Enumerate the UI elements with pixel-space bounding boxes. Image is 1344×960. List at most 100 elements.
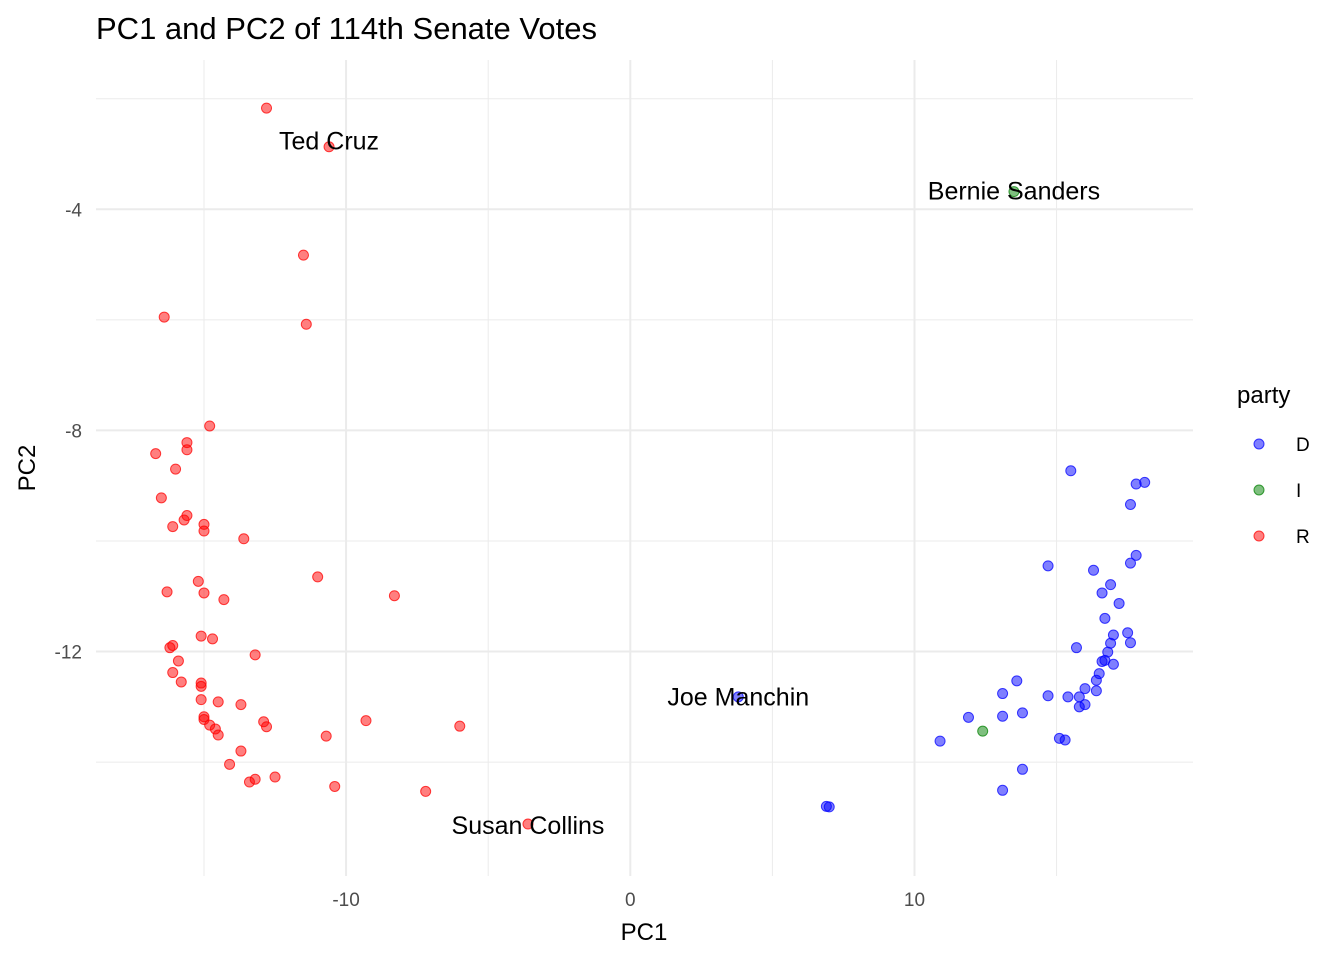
point-D	[1130, 549, 1142, 561]
y-tick-label: -8	[65, 421, 82, 442]
annotation-label: Ted Cruz	[279, 128, 379, 156]
point-R	[235, 699, 247, 711]
legend-label-I: I	[1296, 481, 1301, 502]
point-D	[1062, 691, 1074, 703]
point-D	[1070, 642, 1082, 654]
point-D	[1124, 498, 1136, 510]
point-D	[732, 691, 744, 703]
point-D	[1124, 557, 1136, 569]
point-annotations: Ted Cruz Bernie Sanders Joe Manchin Susan C…	[279, 128, 1100, 840]
axis-ticks: -10 0 10 -12 -8 -4	[55, 200, 926, 911]
y-axis-title: PC2	[14, 445, 41, 492]
legend-title: party	[1237, 382, 1290, 409]
point-D	[1099, 612, 1111, 624]
point-R	[207, 633, 219, 645]
point-D	[997, 688, 1009, 700]
point-D	[823, 801, 835, 813]
point-D	[997, 710, 1009, 722]
point-R	[155, 492, 167, 504]
point-R	[167, 667, 179, 679]
point-R	[158, 311, 170, 323]
x-tick-label: 10	[904, 890, 925, 911]
point-R	[195, 694, 207, 706]
point-R	[261, 102, 273, 114]
y-tick-label: -12	[55, 643, 82, 664]
point-R	[454, 720, 466, 732]
point-R	[224, 758, 236, 770]
annotation-label: Bernie Sanders	[928, 177, 1100, 205]
point-D	[1011, 675, 1023, 687]
point-R	[167, 521, 179, 533]
legend-label-R: R	[1296, 527, 1310, 548]
point-D	[1042, 690, 1054, 702]
point-R	[261, 721, 273, 733]
point-D	[1073, 701, 1085, 713]
point-I	[1008, 186, 1020, 198]
point-D	[1122, 627, 1134, 639]
point-D	[1016, 763, 1028, 775]
point-R	[323, 141, 335, 153]
x-tick-label: -10	[332, 890, 359, 911]
point-R	[320, 730, 332, 742]
point-R	[164, 642, 176, 654]
legend-key-D	[1253, 438, 1265, 450]
point-R	[181, 444, 193, 456]
point-D	[1096, 655, 1108, 667]
point-R	[212, 696, 224, 708]
point-D	[1090, 685, 1102, 697]
x-tick-label: 0	[625, 890, 636, 911]
point-D	[997, 784, 1009, 796]
point-R	[178, 514, 190, 526]
point-D	[1042, 560, 1054, 572]
point-D	[962, 711, 974, 723]
gridlines	[96, 60, 1193, 876]
point-D	[1124, 637, 1136, 649]
point-D	[934, 735, 946, 747]
legend-key-R	[1253, 530, 1265, 542]
legend: party D I R	[1237, 382, 1310, 548]
point-R	[522, 818, 534, 830]
legend-label-D: D	[1296, 435, 1310, 456]
point-R	[198, 587, 210, 599]
point-R	[329, 780, 341, 792]
x-axis-title: PC1	[621, 919, 668, 946]
chart-title: PC1 and PC2 of 114th Senate Votes	[96, 11, 597, 46]
point-D	[1096, 587, 1108, 599]
point-R	[161, 586, 173, 598]
point-R	[212, 729, 224, 741]
point-R	[235, 745, 247, 757]
point-D	[1090, 674, 1102, 686]
point-R	[195, 630, 207, 642]
point-D	[1016, 707, 1028, 719]
point-R	[172, 655, 184, 667]
annotation-label: Susan Collins	[452, 812, 605, 840]
point-D	[1113, 597, 1125, 609]
point-D	[1105, 579, 1117, 591]
point-R	[312, 571, 324, 583]
point-R	[218, 594, 230, 606]
point-R	[269, 771, 281, 783]
point-R	[420, 785, 432, 797]
data-points	[150, 102, 1151, 830]
point-D	[1079, 683, 1091, 695]
point-R	[360, 715, 372, 727]
annotation-label: Joe Manchin	[667, 683, 809, 711]
y-tick-label: -4	[65, 200, 82, 221]
point-I	[977, 725, 989, 737]
point-R	[249, 649, 261, 661]
point-D	[1139, 476, 1151, 488]
point-R	[249, 773, 261, 785]
point-R	[238, 533, 250, 545]
point-D	[1107, 658, 1119, 670]
point-R	[192, 575, 204, 587]
point-R	[388, 590, 400, 602]
point-D	[1088, 564, 1100, 576]
point-D	[1059, 734, 1071, 746]
point-R	[195, 680, 207, 692]
point-D	[1065, 465, 1077, 477]
point-R	[150, 448, 162, 460]
legend-key-I	[1253, 484, 1265, 496]
point-R	[297, 249, 309, 261]
point-R	[198, 525, 210, 537]
